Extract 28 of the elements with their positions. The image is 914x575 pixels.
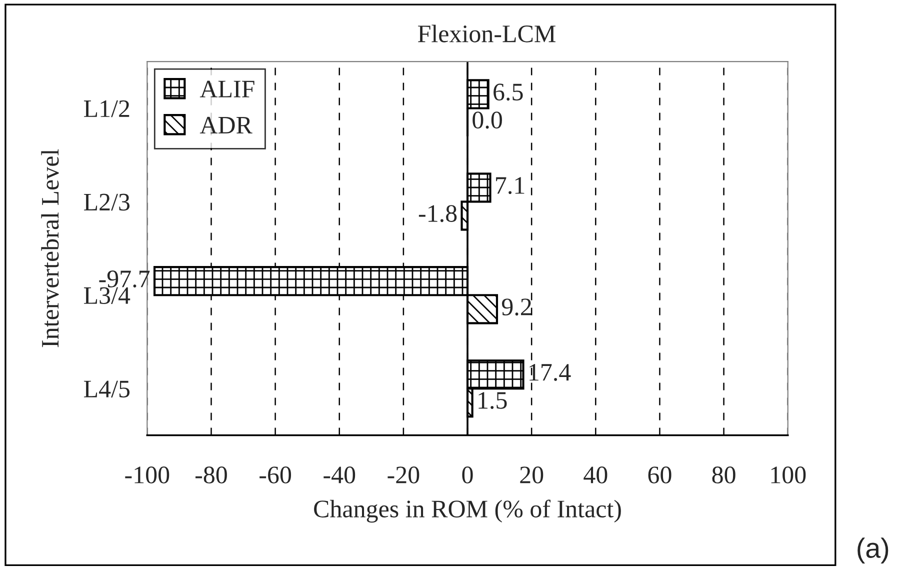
y-axis-title: Intervertebral Level [41,149,59,348]
x-axis-title: Changes in ROM (% of Intact) [314,500,621,523]
x-tick-label: 0 [462,466,473,484]
chart-title: Flexion-LCM [418,24,556,42]
x-tick-label: -20 [388,466,420,484]
data-label: 9.2 [502,298,532,316]
x-tick-label: 40 [584,466,608,484]
x-tick-label: -40 [324,466,356,484]
x-tick-label: 100 [771,466,806,484]
x-tick-label: 20 [520,466,544,484]
data-label: 7.1 [496,177,524,194]
data-label: 6.5 [494,84,523,101]
y-tick-label: L4/5 [84,380,130,398]
y-tick-label: L2/3 [84,194,130,211]
y-tick-label: L1/2 [84,100,130,118]
y-tick-label: L3/4 [84,287,130,304]
x-tick-label: -100 [125,466,170,484]
x-tick-label: -80 [195,466,227,484]
data-label: 1.5 [478,392,507,409]
legend-label: ADR [200,116,252,134]
x-tick-label: 80 [712,466,736,484]
x-tick-label: -60 [260,466,292,484]
data-label: 17.4 [530,364,571,381]
x-tick-label: 60 [648,466,672,484]
legend-label: ALIF [200,80,254,98]
text: (a) [858,538,888,564]
data-label: 0.0 [472,112,502,129]
data-label: -1.8 [418,205,457,222]
